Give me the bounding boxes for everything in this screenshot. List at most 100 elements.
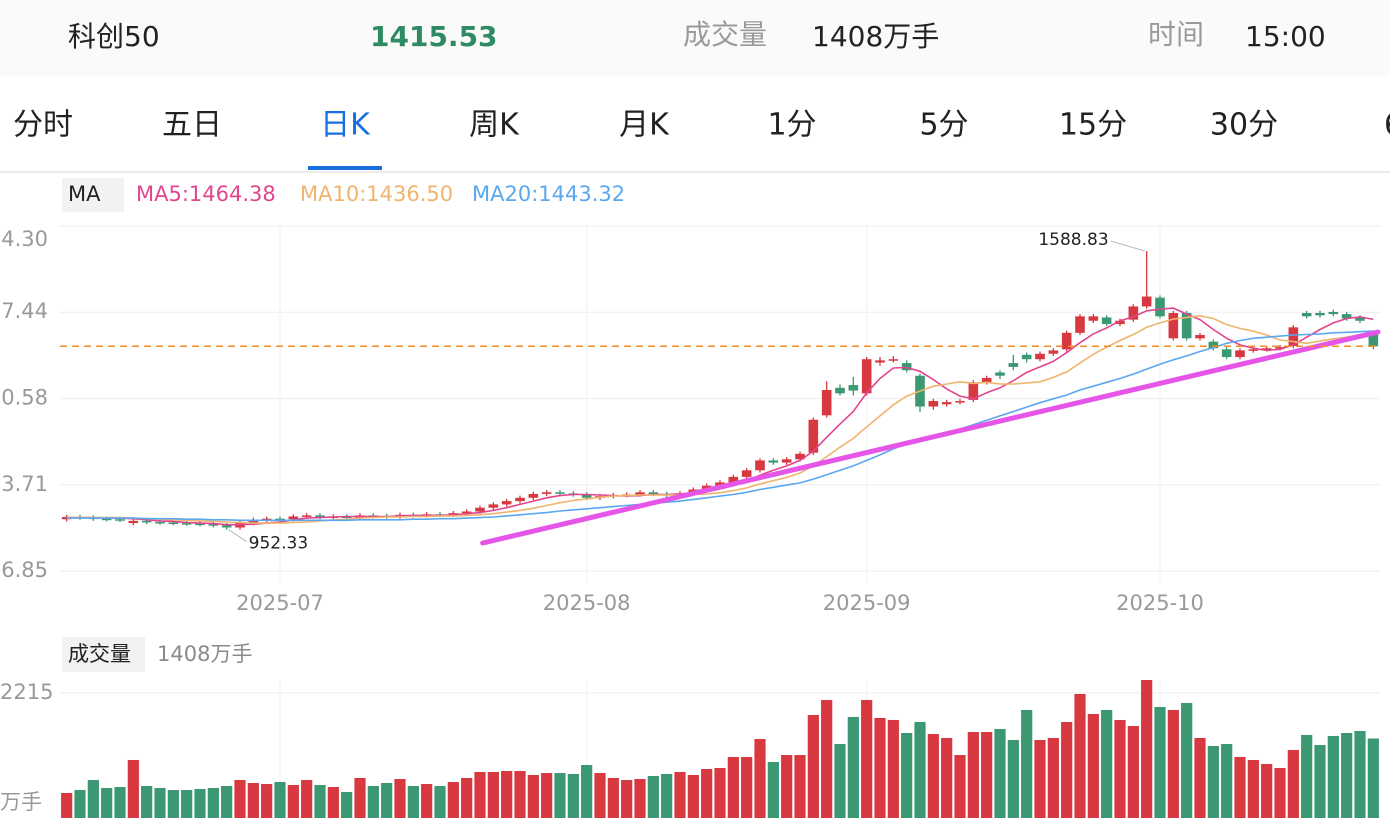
candle-body bbox=[1261, 348, 1272, 350]
volume-bar bbox=[434, 785, 446, 818]
volume-bar bbox=[461, 777, 473, 818]
candle-body bbox=[835, 387, 845, 394]
volume-bar bbox=[767, 762, 779, 818]
trendline bbox=[480, 329, 1381, 546]
volume-bar bbox=[1367, 738, 1379, 818]
volume-y-tick-label: 2215 bbox=[0, 680, 53, 704]
volume-bar bbox=[367, 785, 379, 818]
candle-body bbox=[701, 485, 712, 490]
volume-bar bbox=[247, 783, 259, 818]
candle-body bbox=[1368, 332, 1379, 347]
index-name: 科创50 bbox=[68, 20, 160, 53]
candle-body bbox=[168, 522, 179, 525]
x-tick-label: 2025-10 bbox=[1116, 591, 1204, 615]
volume-bar bbox=[287, 784, 299, 818]
time-value: 15:00 bbox=[1245, 20, 1326, 53]
candle-body bbox=[955, 401, 965, 403]
candle-body bbox=[715, 482, 725, 486]
volume-bar bbox=[701, 769, 713, 818]
volume-bar bbox=[647, 776, 659, 818]
x-tick-label: 2025-08 bbox=[543, 591, 631, 615]
candle-body bbox=[768, 460, 779, 463]
volume-bar bbox=[634, 778, 646, 818]
ma-legend-box bbox=[62, 178, 124, 212]
volume-bar bbox=[234, 780, 246, 818]
candle-body bbox=[1101, 317, 1112, 325]
candle-body bbox=[968, 382, 979, 400]
candle-body bbox=[1088, 316, 1099, 321]
tab[interactable]: 日K bbox=[320, 108, 371, 143]
volume-bar bbox=[541, 773, 553, 818]
volume-bar bbox=[594, 773, 606, 818]
header-bg bbox=[0, 0, 1390, 76]
volume-bar bbox=[1087, 713, 1099, 818]
volume-bar bbox=[274, 781, 286, 818]
volume-bar bbox=[181, 790, 193, 818]
candle-body bbox=[275, 518, 285, 521]
y-tick-label: 1634.30 bbox=[0, 227, 48, 251]
volume-bar bbox=[354, 777, 366, 818]
tab[interactable]: 60分 bbox=[1384, 108, 1390, 143]
y-tick-label: 1163.71 bbox=[0, 472, 48, 496]
volume-bar bbox=[1327, 735, 1339, 818]
volume-bar bbox=[221, 785, 233, 818]
candle-body bbox=[1328, 311, 1339, 315]
volume-bar bbox=[674, 772, 686, 818]
tab[interactable]: 五日 bbox=[162, 108, 222, 143]
candle-body bbox=[248, 519, 259, 524]
volume-bar bbox=[621, 780, 633, 818]
high-pointer bbox=[1110, 240, 1145, 252]
candle-body bbox=[221, 525, 232, 528]
y-tick-label: 1477.44 bbox=[0, 299, 48, 323]
volume-bar bbox=[1301, 734, 1313, 818]
ma-line bbox=[66, 314, 1374, 524]
candle-body bbox=[261, 518, 272, 521]
volume-bar bbox=[474, 772, 486, 818]
tab[interactable]: 5分 bbox=[919, 108, 968, 143]
volume-bar bbox=[581, 765, 593, 818]
candle-body bbox=[1075, 316, 1085, 333]
volume-bar bbox=[1194, 737, 1206, 818]
volume-bar bbox=[901, 732, 913, 818]
tab[interactable]: 30分 bbox=[1210, 108, 1278, 143]
candle-body bbox=[648, 492, 659, 494]
tab[interactable]: 1分 bbox=[767, 108, 816, 143]
candle-body bbox=[1035, 353, 1045, 360]
volume-bar bbox=[807, 714, 819, 818]
volume-bar bbox=[754, 738, 766, 818]
tab[interactable]: 15分 bbox=[1059, 108, 1127, 143]
volume-bar bbox=[1261, 763, 1273, 818]
volume-bar bbox=[327, 787, 339, 818]
volume-bar bbox=[314, 784, 326, 818]
tab[interactable]: 月K bbox=[619, 108, 670, 143]
volume-bar bbox=[554, 773, 566, 818]
volume-title: 成交量 bbox=[683, 18, 767, 51]
candle-body bbox=[155, 521, 165, 524]
volume-bar bbox=[407, 785, 419, 818]
candle-body bbox=[928, 401, 939, 407]
candle-body bbox=[1315, 313, 1325, 316]
volume-bar bbox=[567, 773, 579, 818]
volume-bar bbox=[607, 777, 619, 818]
candle-body bbox=[1248, 349, 1259, 351]
volume-bar bbox=[1274, 767, 1286, 818]
volume-bar bbox=[967, 731, 979, 818]
volume-bar bbox=[1047, 737, 1059, 818]
volume-bar bbox=[447, 781, 459, 818]
candle-body bbox=[128, 520, 139, 524]
volume-bar bbox=[994, 728, 1006, 818]
volume-bar bbox=[61, 792, 73, 818]
volume-bar bbox=[1341, 732, 1353, 818]
candle-body bbox=[995, 372, 1005, 376]
volume-bar bbox=[1074, 693, 1086, 818]
volume-bar bbox=[1034, 739, 1046, 818]
volume-bar bbox=[301, 780, 313, 818]
tab[interactable]: 分时 bbox=[13, 108, 73, 143]
candle-body bbox=[1168, 313, 1179, 339]
candle-body bbox=[541, 492, 552, 494]
candle-body bbox=[1195, 335, 1205, 339]
tab[interactable]: 周K bbox=[469, 108, 520, 143]
volume-bar bbox=[207, 787, 219, 818]
candle-body bbox=[728, 476, 739, 483]
